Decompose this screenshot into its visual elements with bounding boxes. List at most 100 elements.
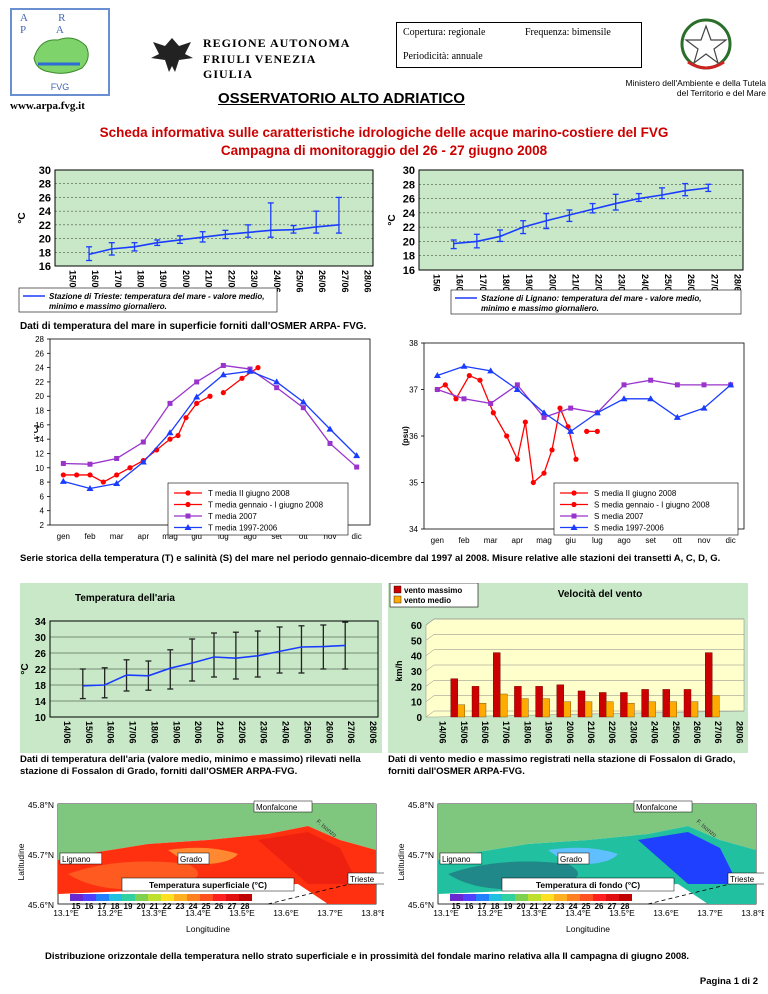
page-title-line1: Scheda informativa sulle caratteristiche… [99,125,669,140]
scale-label: 23 [176,902,185,911]
website-link[interactable]: www.arpa.fvg.it [10,100,85,112]
series-point [514,456,520,462]
info-box: Copertura: regionale Frequenza: bimensil… [396,22,642,68]
y-tick-label: 10 [411,698,423,709]
place-lignano-box [439,852,483,865]
x-tick-label: 27/06 [709,274,719,297]
scale-label: 27 [228,902,237,911]
fvg-map-icon [33,37,89,74]
lon-tick-label: 13.5°E [229,908,255,918]
x-tick-label: 15/06 [84,721,94,744]
x-tick-label: 18/06 [149,721,159,744]
y-tick-label: 10 [35,713,47,724]
x-tick-label: 27/06 [713,721,723,744]
bar-max [641,689,649,718]
series-point [433,372,441,379]
scale-swatch [541,894,554,901]
lat-tick-label: 45.7°N [28,850,54,860]
x-tick-label: 17/06 [478,274,488,297]
y-tick-label: 22 [39,220,51,232]
series-point [727,381,735,388]
x-tick-label: giu [565,536,576,545]
scale-label: 25 [202,902,211,911]
scale-swatch [226,894,239,901]
mean-line [453,187,709,245]
series-point [621,382,627,388]
y-tick-label: 22 [35,665,47,676]
x-tick-label: 21/06 [204,270,214,293]
legend-label: T media 2007 [208,512,257,521]
series-point [567,427,575,434]
map-ylabel: Latitudine [396,843,406,880]
scale-label: 18 [491,902,500,911]
legend-label: vento massimo [404,586,462,595]
legend-marker [185,513,191,519]
y-tick-label: 34 [409,525,418,534]
scale-label: 15 [72,902,81,911]
maps-caption: Distribuzione orizzontale della temperat… [45,951,690,962]
lon-tick-label: 13.3°E [521,908,547,918]
scale-swatch [122,894,135,901]
lat-tick-label: 45.6°N [28,900,54,910]
series-point [166,429,174,436]
legend-marker [185,490,191,496]
x-tick-label: 26/06 [324,721,334,744]
sea-temp-caption: Dati di temperatura del mare in superfic… [20,321,367,332]
series-point [453,396,459,402]
legend-text-line2: minimo e massimo giornaliero. [481,304,599,313]
y-tick-label: 16 [403,265,415,277]
y-axis-label: (psu) [401,426,410,446]
sea-zone-2 [258,832,358,884]
series-point [220,362,226,368]
x-tick-label: ott [673,536,683,545]
y-axis-label: °C [17,212,28,223]
legend-box [553,482,739,536]
x-tick-label: 22/06 [607,721,617,744]
y-axis-label: (°C) [34,425,40,440]
y-tick-label: 30 [411,667,423,678]
y-tick-label: 26 [35,349,44,358]
eagle-icon [151,38,193,72]
scale-swatch [450,894,463,901]
x-tick-label: 18/06 [136,270,146,293]
series-point [246,367,254,374]
legend-marker [571,501,577,508]
y-axis-label: °C [20,663,31,674]
y-tick-label: 20 [39,234,51,246]
x-tick-label: 28/06 [734,721,744,744]
series-point [353,452,361,459]
series-point [648,377,654,383]
series-point [490,410,496,416]
series-point [219,371,227,378]
boundary-line [647,881,739,905]
lon-tick-label: 13.6°E [653,908,679,918]
scale-swatch [187,894,200,901]
series-point [594,428,600,434]
y-tick-label: 36 [409,432,418,441]
lon-tick-label: 13.2°E [97,908,123,918]
lat-tick-label: 45.6°N [408,900,434,910]
x-tick-label: 24/06 [281,721,291,744]
scale-swatch [515,894,528,901]
arpa-logo: A R P A FVG [10,8,110,96]
x-tick-label: 23/06 [249,270,259,293]
lat-tick-label: 45.8°N [408,800,434,810]
series-point [127,465,133,471]
series-point [255,365,261,371]
arpa-logo-letters: A R P A [20,12,80,36]
x-tick-label: 16/06 [455,274,465,297]
legend-box [167,482,349,536]
ministry-label: Ministero dell'Ambiente e della Tutela d… [625,78,766,98]
air-caption: Dati di temperatura dell'aria (valore me… [20,754,361,777]
series-point [530,479,536,486]
y-tick-label: 22 [403,222,415,234]
legend-marker [571,490,577,496]
x-tick-label: 24/06 [272,270,282,293]
bar-mean [542,698,550,718]
x-tick-label: 15/06 [459,721,469,744]
grid-line-diag [425,649,435,656]
periodicity-label: Periodicità: annuale [403,51,483,62]
y-tick-label: 2 [40,521,45,530]
series-point [60,460,66,466]
